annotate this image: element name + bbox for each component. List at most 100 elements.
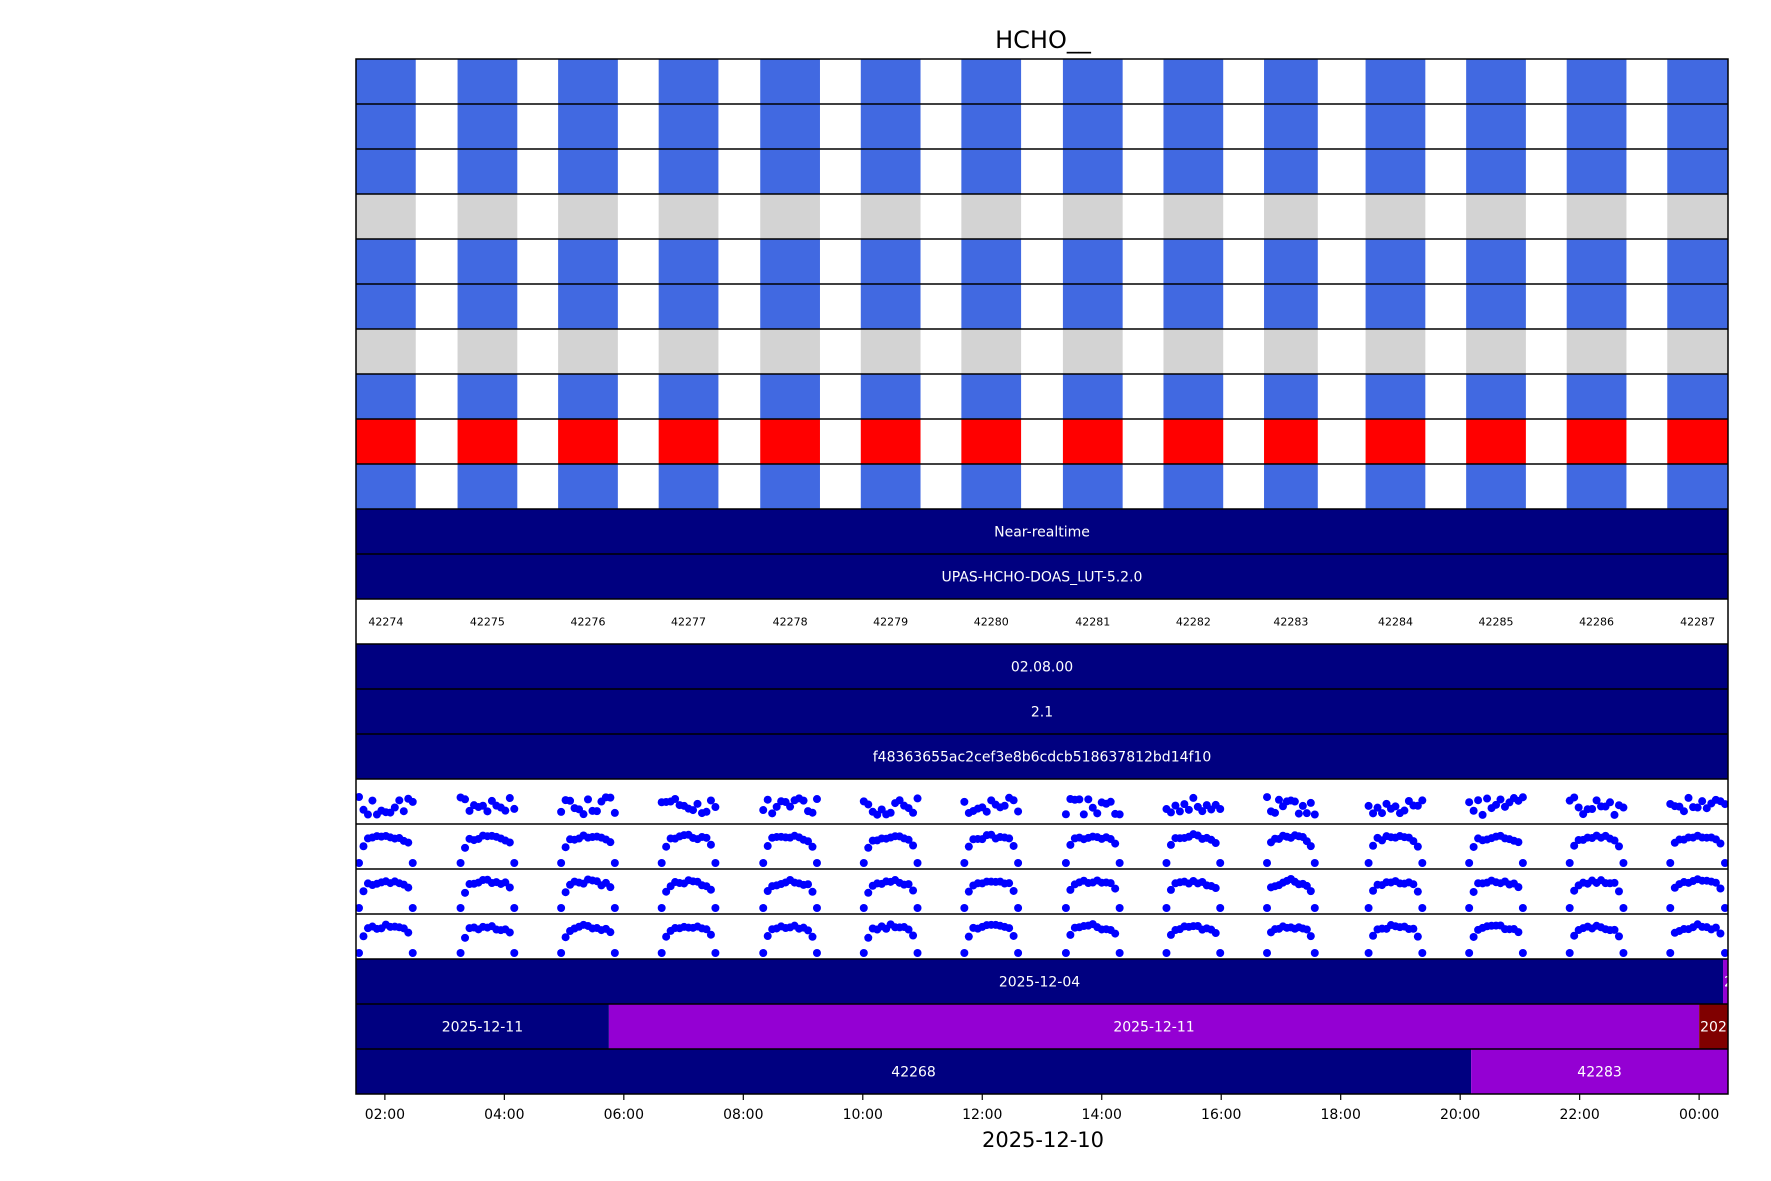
metric-point: [1364, 949, 1373, 957]
status-block: [1566, 104, 1627, 149]
metric-point: [759, 949, 768, 957]
metric-point: [1274, 795, 1283, 804]
metric-point: [693, 799, 702, 808]
metric-point: [1216, 949, 1225, 957]
metric-point: [859, 949, 868, 957]
row-label-info-1: algorithm version: [198, 568, 348, 588]
metric-point: [510, 949, 519, 957]
metric-point: [408, 859, 417, 867]
status-block: [760, 284, 820, 329]
metric-point: [557, 904, 566, 912]
metric-point: [864, 800, 873, 809]
status-block: [1566, 419, 1627, 464]
metric-point: [671, 794, 680, 803]
metric-point: [702, 807, 711, 816]
status-block: [356, 464, 416, 509]
metric-point: [1364, 801, 1373, 810]
x-tick-label: 02:00: [365, 1107, 405, 1123]
status-block: [457, 59, 518, 104]
metric-point: [356, 859, 363, 867]
metric-point: [706, 930, 715, 939]
status-block: [760, 329, 820, 374]
orbit-number-label: 42285: [1479, 616, 1514, 629]
status-block: [1365, 284, 1426, 329]
status-block: [1163, 104, 1224, 149]
metric-point: [1400, 806, 1409, 815]
metric-point: [960, 949, 969, 957]
metric-point: [804, 837, 813, 846]
aux-segment: [608, 1004, 1700, 1049]
metric-point: [763, 932, 772, 941]
metric-point: [1614, 887, 1623, 896]
info-bar: [356, 734, 1728, 779]
metric-point: [1175, 807, 1184, 816]
status-block: [658, 104, 719, 149]
metric-point: [1061, 810, 1070, 819]
aux-segment-label: 2025-12-12: [1700, 1020, 1771, 1036]
metric-point: [510, 904, 519, 912]
metric-point: [461, 933, 470, 942]
metric-point: [808, 808, 817, 817]
metric-point: [1514, 928, 1523, 937]
metric-point: [1666, 859, 1675, 867]
status-block: [1163, 329, 1224, 374]
status-block: [1365, 149, 1426, 194]
metric-point: [461, 888, 470, 897]
metric-point: [1409, 924, 1418, 933]
metric-point: [1310, 949, 1319, 957]
aux-segment-label: 42268: [891, 1065, 936, 1081]
metric-point: [1211, 884, 1220, 893]
row-label-info-0: processing mode: [203, 523, 348, 543]
metric-point: [606, 928, 615, 937]
metric-point: [1005, 879, 1014, 888]
status-block: [1062, 149, 1123, 194]
metric-point: [1061, 904, 1070, 912]
status-block: [356, 149, 416, 194]
info-bar-value: 2.1: [1031, 705, 1053, 721]
status-block: [860, 419, 921, 464]
status-block: [658, 329, 719, 374]
metric-point: [689, 806, 698, 815]
status-block: [356, 329, 416, 374]
metric-point: [913, 904, 922, 912]
metric-point: [1014, 904, 1023, 912]
metric-point: [768, 809, 777, 818]
info-bar: [356, 644, 1728, 689]
metric-point: [579, 810, 588, 819]
metric-point: [662, 842, 671, 851]
status-block: [457, 464, 518, 509]
metric-point: [702, 833, 711, 842]
orbit-number-label: 42274: [368, 616, 403, 629]
metric-point: [1413, 887, 1422, 896]
metric-point: [1378, 809, 1387, 818]
metric-point: [1721, 949, 1728, 957]
metric-point: [1474, 796, 1483, 805]
status-block: [356, 59, 416, 104]
metric-point: [808, 842, 817, 851]
metric-point: [808, 887, 817, 896]
status-block: [1062, 419, 1123, 464]
status-block: [1163, 194, 1224, 239]
metric-point: [592, 807, 601, 816]
status-block: [1062, 329, 1123, 374]
metric-point: [904, 835, 913, 844]
metric-point: [505, 928, 514, 937]
status-block: [1667, 374, 1728, 419]
aux-segment: [356, 1004, 609, 1049]
metric-point: [706, 840, 715, 849]
metric-point: [1418, 859, 1427, 867]
metric-point: [662, 887, 671, 896]
metric-point: [1693, 803, 1702, 812]
metric-point: [1079, 810, 1088, 819]
metric-point: [864, 843, 873, 852]
metric-point: [1666, 904, 1675, 912]
metric-point: [772, 802, 781, 811]
metric-point: [1216, 804, 1225, 813]
metric-point: [1162, 904, 1171, 912]
status-block: [1566, 239, 1627, 284]
status-block: [558, 104, 618, 149]
metric-point: [583, 795, 592, 804]
status-block: [1466, 104, 1526, 149]
plot-frame: [355, 58, 1729, 1095]
